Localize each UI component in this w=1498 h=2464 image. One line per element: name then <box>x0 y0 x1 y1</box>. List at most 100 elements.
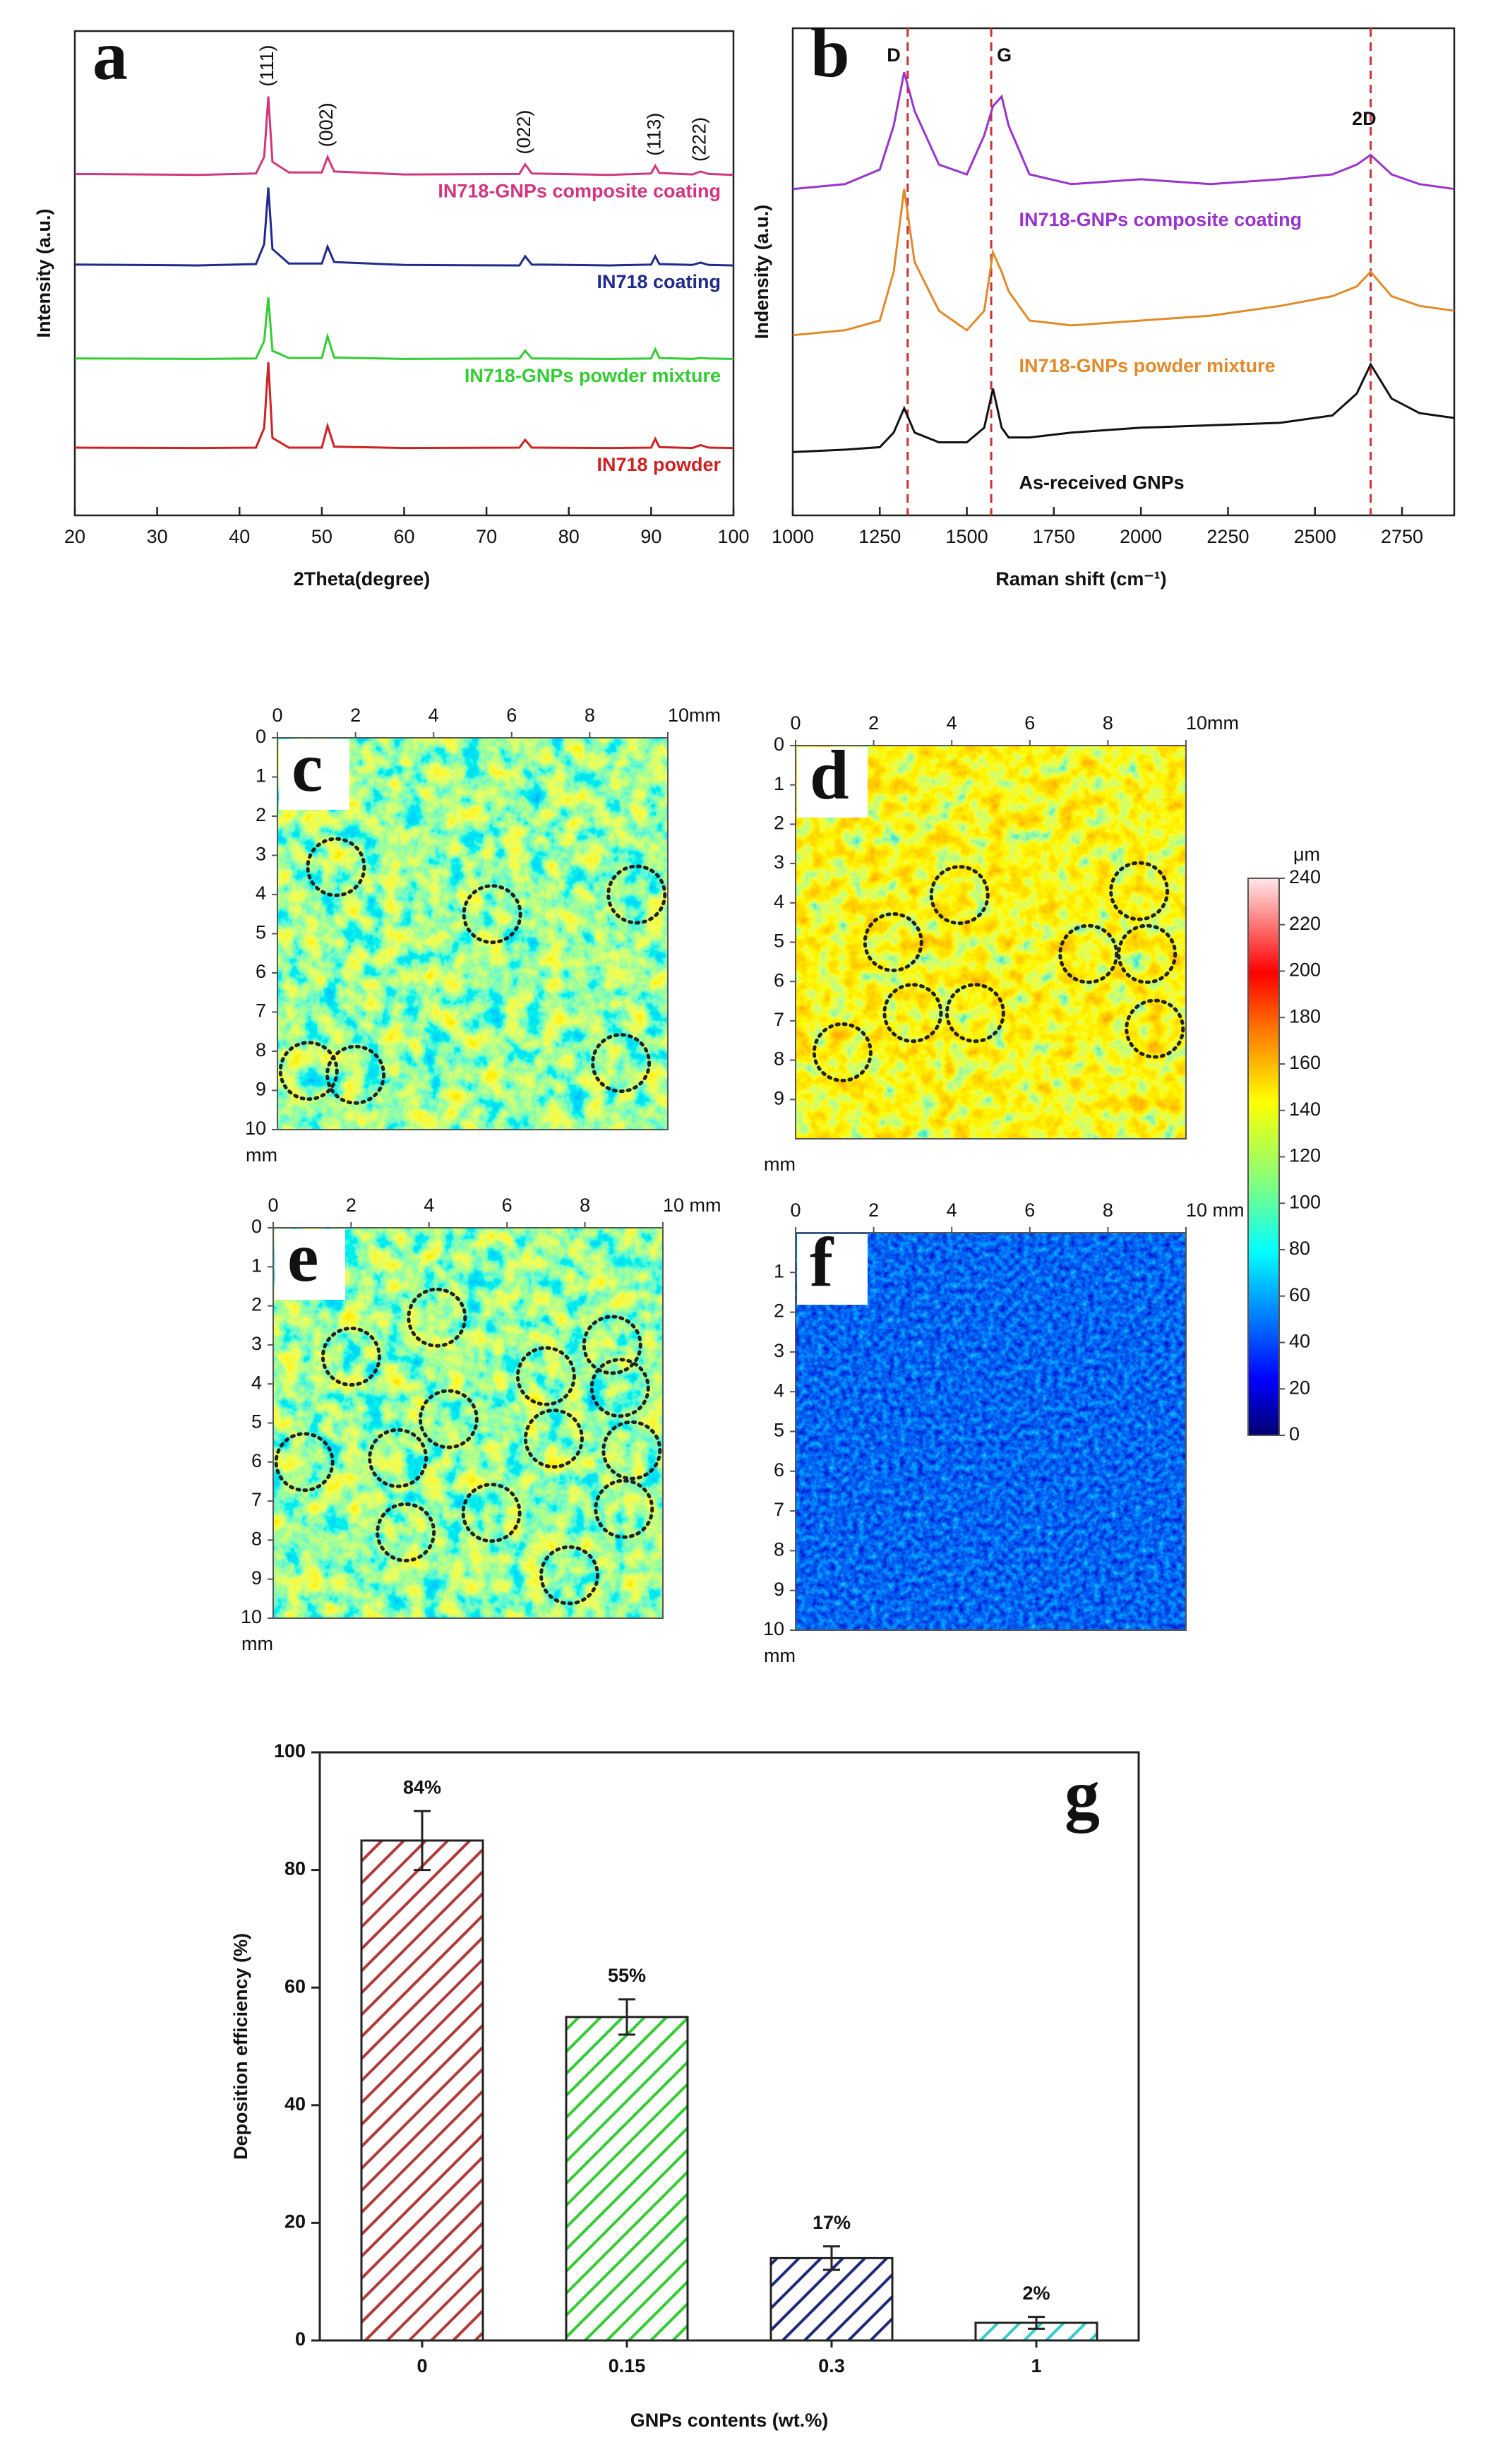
x-tick-label: 6 <box>502 1195 513 1216</box>
x-tick-label: 6 <box>506 705 517 726</box>
series-label: IN718-GNPs powder mixture <box>1019 355 1276 376</box>
bar-annotation: 84% <box>403 1776 441 1798</box>
y-tick-label: 4 <box>774 1380 784 1401</box>
colorbar-unit: μm <box>1293 844 1320 865</box>
highlight-circle <box>591 1033 652 1094</box>
x-tick-label: 1750 <box>1033 526 1075 547</box>
x-tick-label: 10 mm <box>663 1195 721 1216</box>
y-tick-label: 3 <box>774 851 784 873</box>
x-tick-label: 6 <box>1024 1200 1035 1221</box>
colorbar-tick-label: 20 <box>1289 1377 1310 1398</box>
x-tick-label: 60 <box>393 526 414 547</box>
x-tick-label: 0.3 <box>818 2355 845 2376</box>
peak-label: 2D <box>1352 108 1377 129</box>
y-tick-label: 0 <box>251 1216 262 1237</box>
colorbar-tick-label: 220 <box>1289 913 1321 934</box>
spectrum-line <box>792 71 1455 191</box>
x-tick-label: 1500 <box>946 526 988 547</box>
x-tick-label: 6 <box>1024 712 1035 734</box>
spectrum-line <box>792 361 1455 453</box>
x-tick-label: 8 <box>1103 1200 1113 1221</box>
y-tick-label: 2 <box>774 1300 784 1322</box>
y-tick-label: 5 <box>774 1420 784 1441</box>
highlight-circle <box>882 983 943 1043</box>
peak-label: D <box>887 44 901 66</box>
highlight-circle <box>320 1326 381 1387</box>
highlight-circle <box>515 1346 576 1406</box>
colorbar-tick-label: 200 <box>1289 959 1321 981</box>
spectrum-line <box>74 187 734 267</box>
series-label: IN718-GNPs powder mixture <box>465 365 721 386</box>
y-tick-label: 9 <box>256 1079 266 1100</box>
letter-box <box>797 747 868 818</box>
x-tick-label: 1 <box>1031 2355 1041 2376</box>
y-tick-label: 0 <box>295 2328 306 2350</box>
y-tick-label: 2 <box>256 804 266 825</box>
y-unit-label: mm <box>764 1154 796 1175</box>
highlight-circle <box>606 864 667 925</box>
peak-index-label: (002) <box>316 102 337 147</box>
highlight-circle <box>418 1389 479 1449</box>
highlight-circle <box>594 1478 654 1539</box>
panel-letter: a <box>92 16 128 95</box>
y-tick-label: 6 <box>774 969 784 991</box>
panel-letter: d <box>810 736 849 814</box>
y-tick-label: 0 <box>256 726 266 747</box>
highlight-circle <box>325 1044 386 1105</box>
x-tick-label: 30 <box>147 526 168 547</box>
series-label: IN718-GNPs composite coating <box>1019 209 1302 230</box>
spectrum-line <box>74 362 734 450</box>
spectrum-line <box>74 297 734 360</box>
highlight-circle <box>863 912 923 972</box>
peak-index-label: (022) <box>513 110 534 155</box>
y-tick-label: 8 <box>251 1529 262 1550</box>
highlight-circle <box>407 1287 467 1348</box>
series-label: As-received GNPs <box>1019 472 1185 493</box>
x-tick-label: 10 mm <box>1186 1200 1245 1221</box>
y-tick-label: 8 <box>774 1048 784 1070</box>
y-tick-label: 3 <box>256 844 266 865</box>
bar-annotation: 2% <box>1022 2283 1050 2304</box>
y-tick-label: 3 <box>251 1333 262 1354</box>
y-tick-label: 6 <box>251 1450 262 1471</box>
colorbar-tick-label: 100 <box>1289 1191 1321 1212</box>
highlight-circle <box>539 1545 600 1605</box>
y-tick-label: 7 <box>774 1009 784 1030</box>
x-tick-label: 2 <box>868 1200 879 1221</box>
panel-letter: e <box>287 1218 318 1296</box>
x-tick-label: 40 <box>229 526 250 547</box>
x-tick-label: 0 <box>790 1200 801 1221</box>
x-tick-label: 2 <box>346 1195 356 1216</box>
highlight-circle <box>523 1409 584 1469</box>
x-tick-label: 80 <box>558 526 580 547</box>
x-tick-label: 1250 <box>858 526 901 547</box>
x-tick-label: 90 <box>640 526 661 547</box>
x-tick-label: 2000 <box>1120 526 1162 547</box>
y-axis-label: Intensity (a.u.) <box>33 208 54 337</box>
color-scale <box>1247 878 1280 1436</box>
bar <box>769 2256 894 2342</box>
y-tick-label: 10 <box>763 1618 784 1639</box>
colorbar-tick-label: 0 <box>1289 1423 1300 1445</box>
x-tick-label: 4 <box>429 705 439 726</box>
highlight-circle <box>306 837 366 897</box>
x-tick-label: 50 <box>311 526 332 547</box>
series-label: IN718 coating <box>597 271 721 292</box>
highlight-circle <box>1109 861 1170 921</box>
peak-label: G <box>997 44 1012 66</box>
y-tick-label: 6 <box>774 1459 784 1481</box>
y-tick-label: 60 <box>284 1975 306 1997</box>
y-tick-label: 20 <box>284 2211 306 2232</box>
colorbar-tick-label: 180 <box>1289 1005 1321 1027</box>
y-tick-label: 0 <box>774 734 784 755</box>
y-tick-label: 1 <box>774 1260 784 1281</box>
x-tick-label: 0.15 <box>609 2355 646 2376</box>
spectrum-line <box>74 96 734 177</box>
panel-letter: g <box>1065 1755 1100 1834</box>
bar-annotation: 17% <box>813 2212 851 2233</box>
x-tick-label: 2 <box>868 712 879 734</box>
highlight-circle <box>461 1483 522 1543</box>
x-tick-label: 8 <box>580 1195 590 1216</box>
y-unit-label: mm <box>764 1645 796 1666</box>
